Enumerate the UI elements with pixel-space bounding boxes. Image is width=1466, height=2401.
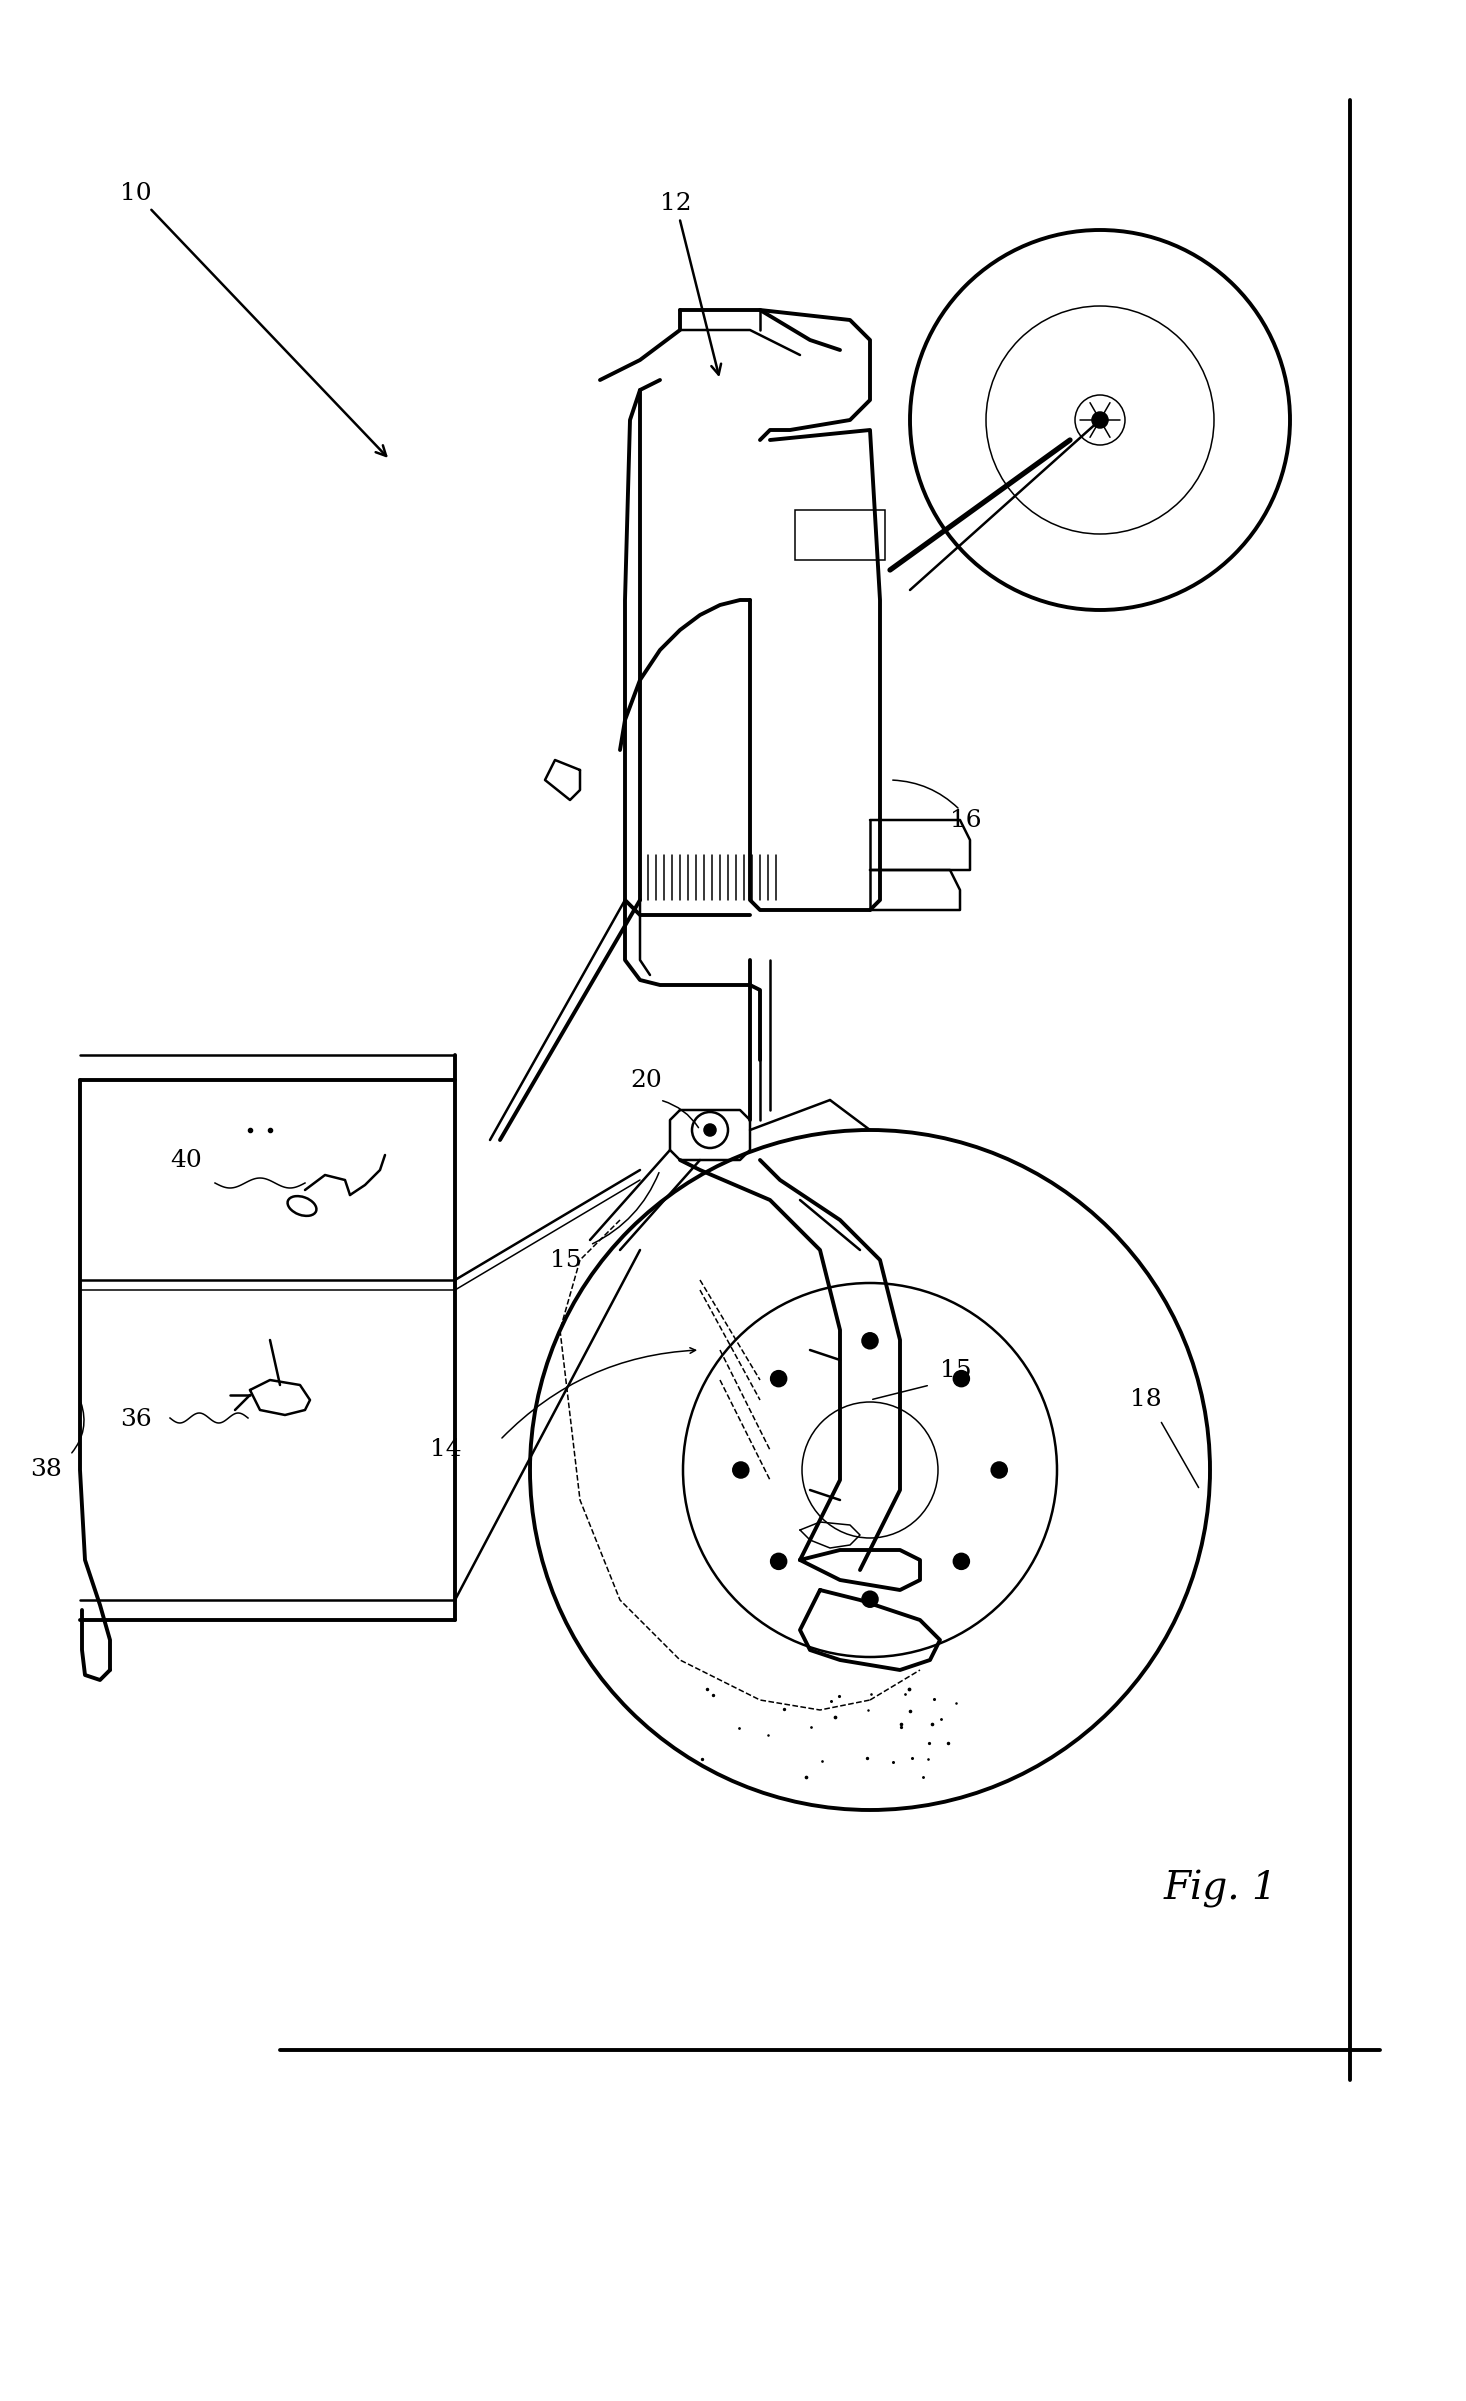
Text: 12: 12 [660,192,721,375]
Bar [795,509,885,559]
Text: 14: 14 [430,1438,462,1462]
Circle shape [862,1333,878,1349]
Text: 20: 20 [630,1068,661,1092]
Text: 38: 38 [29,1457,62,1481]
Text: 16: 16 [950,809,982,831]
Circle shape [771,1553,787,1570]
Circle shape [1092,413,1108,427]
Text: Fig. 1: Fig. 1 [1163,1870,1277,1909]
Text: 10: 10 [120,182,386,456]
Text: 40: 40 [170,1148,202,1172]
Text: 15: 15 [940,1359,972,1381]
Circle shape [953,1371,969,1388]
Circle shape [771,1371,787,1388]
Circle shape [704,1124,715,1136]
Ellipse shape [287,1196,317,1215]
Circle shape [733,1462,749,1479]
Text: 18: 18 [1130,1388,1161,1412]
Text: 15: 15 [550,1249,582,1273]
Text: 36: 36 [120,1409,152,1431]
Circle shape [862,1592,878,1606]
Circle shape [953,1553,969,1570]
Circle shape [991,1462,1007,1479]
